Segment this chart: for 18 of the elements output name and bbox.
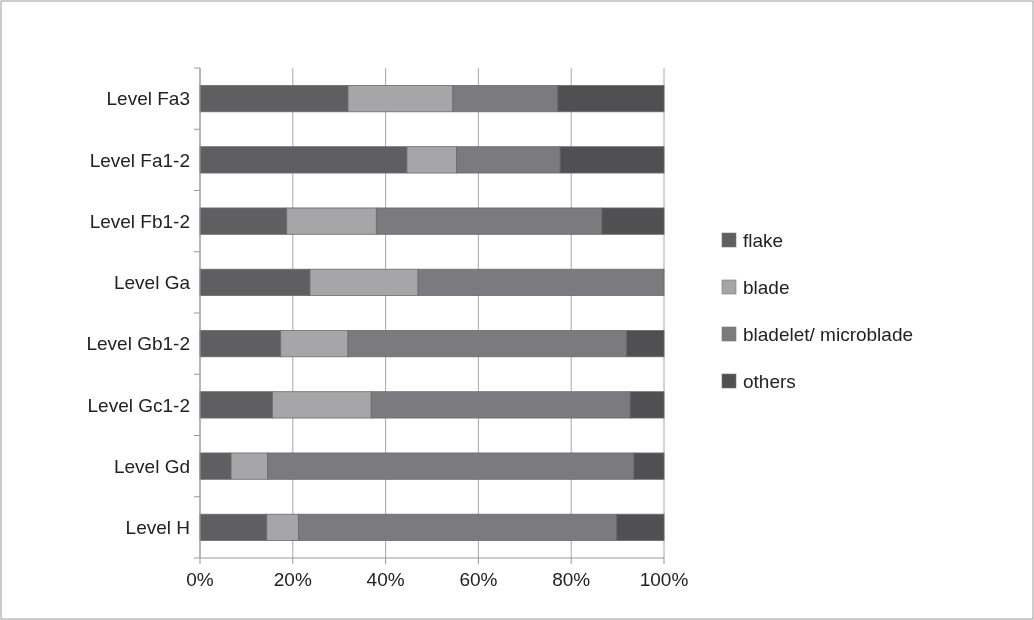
- y-tick-label: Level Gd: [113, 455, 190, 477]
- x-tick-label: 0%: [186, 569, 214, 590]
- x-tick-label: 20%: [273, 569, 312, 590]
- legend-label: others: [743, 370, 796, 392]
- y-tick-label: Level Gc1-2: [87, 394, 190, 416]
- x-tick-label: 40%: [366, 569, 405, 590]
- legend-label: flake: [743, 229, 784, 251]
- y-tick-label: Level Fa3: [106, 88, 190, 110]
- y-tick-label: Level Fa1-2: [89, 149, 190, 171]
- legend-label: blade: [743, 276, 790, 298]
- y-tick-label: Level H: [125, 517, 190, 539]
- x-tick-label: 80%: [552, 569, 591, 590]
- legend-label: bladelet/ microblade: [743, 323, 914, 345]
- x-tick-label: 100%: [639, 569, 689, 590]
- y-tick-label: Level Ga: [113, 272, 191, 294]
- y-tick-label: Level Fb1-2: [89, 210, 190, 232]
- x-tick-label: 60%: [459, 569, 498, 590]
- y-tick-label: Level Gb1-2: [86, 333, 190, 355]
